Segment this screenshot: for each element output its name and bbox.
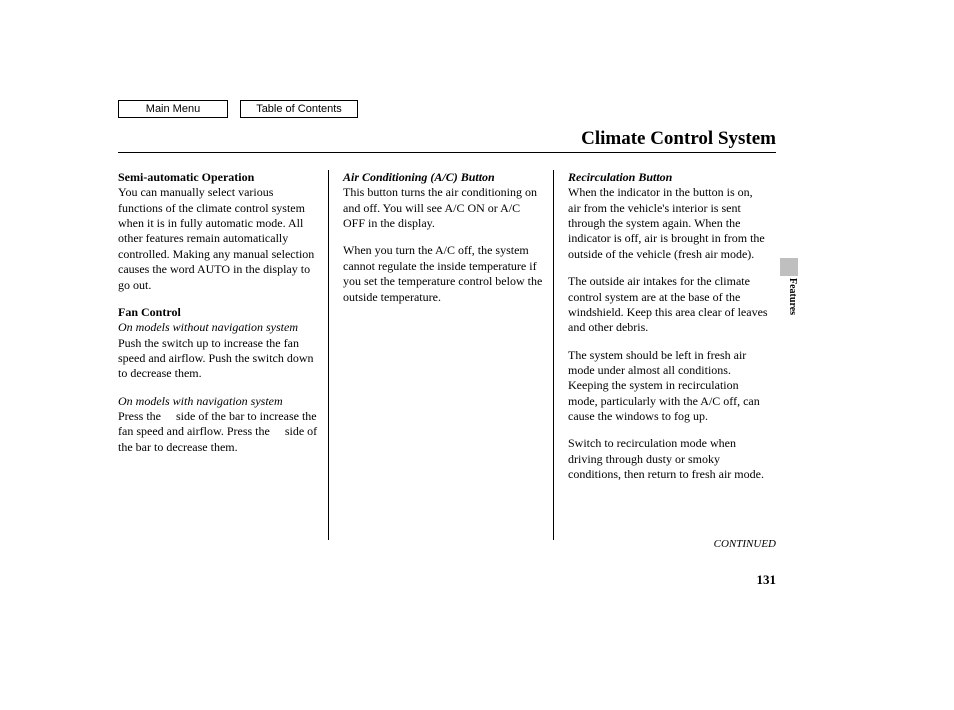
col3-para-2: The outside air intakes for the climate … [568, 274, 768, 334]
title-rule [118, 152, 776, 153]
col1-note-1: On models without navigation system [118, 320, 298, 334]
section-tab [780, 258, 798, 276]
column-1: Semi-automatic Operation You can manuall… [118, 170, 328, 540]
col2-para-1: This button turns the air conditioning o… [343, 185, 537, 230]
section-tab-label: Features [780, 278, 798, 315]
col1-para-2: Push the switch up to increase the fan s… [118, 336, 314, 381]
col3-para-1: When the indicator in the button is on, … [568, 185, 765, 260]
col2-para-2: When you turn the A/C off, the system ca… [343, 243, 542, 303]
col1-para-1: You can manually select various function… [118, 185, 314, 291]
toc-button[interactable]: Table of Contents [240, 100, 358, 118]
continued-label: CONTINUED [714, 538, 776, 550]
col1-note-2: On models with navigation system [118, 394, 283, 408]
column-separator-2 [553, 170, 554, 540]
page-title: Climate Control System [581, 128, 776, 150]
col3-para-3: The system should be left in fresh air m… [568, 348, 760, 423]
main-menu-button[interactable]: Main Menu [118, 100, 228, 118]
col1-para-3a: Press the [118, 409, 164, 423]
col1-heading-2: Fan Control [118, 305, 181, 319]
column-separator-1 [328, 170, 329, 540]
col2-heading-1: Air Conditioning (A/C) Button [343, 170, 495, 184]
col3-para-4: Switch to recirculation mode when drivin… [568, 436, 764, 481]
nav-buttons: Main Menu Table of Contents [118, 100, 358, 118]
content-columns: Semi-automatic Operation You can manuall… [118, 170, 778, 540]
column-2: Air Conditioning (A/C) Button This butto… [343, 170, 553, 540]
col1-heading-1: Semi-automatic Operation [118, 170, 254, 184]
col3-heading-1: Recirculation Button [568, 170, 672, 184]
column-3: Recirculation Button When the indicator … [568, 170, 778, 540]
page-number: 131 [757, 572, 777, 588]
